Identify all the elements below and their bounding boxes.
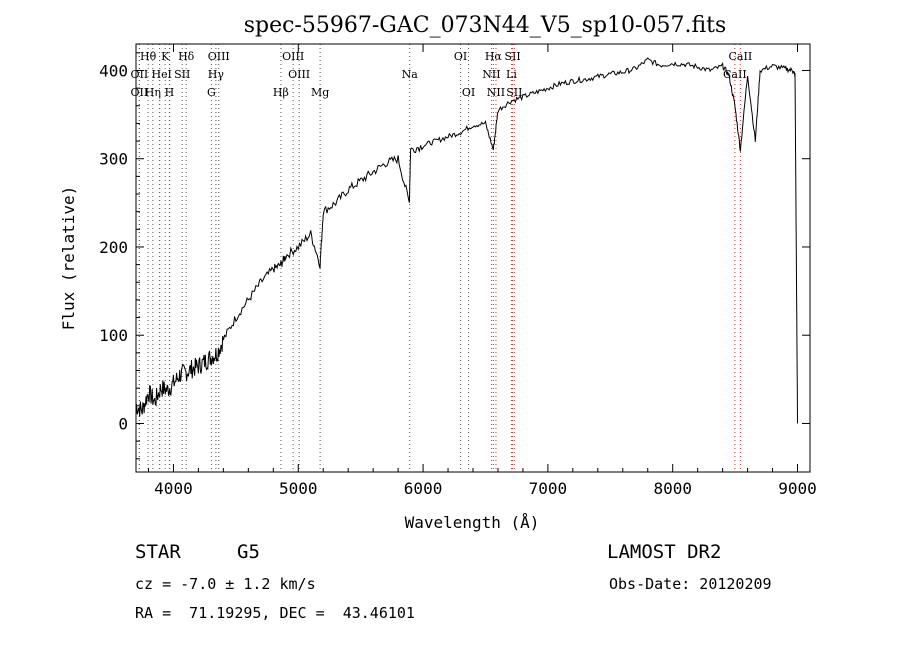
line-label: H xyxy=(165,86,175,99)
line-label: SII xyxy=(506,86,522,99)
line-label: CaII xyxy=(729,50,753,63)
line-label: Hθ xyxy=(140,50,157,63)
line-label: SII xyxy=(504,50,520,63)
y-tick-label: 400 xyxy=(99,61,128,80)
line-label: Hη xyxy=(145,86,161,99)
line-label: NII xyxy=(482,68,500,81)
y-axis-label: Flux (relative) xyxy=(59,186,78,331)
line-label: He xyxy=(152,68,168,81)
survey-name: LAMOST DR2 xyxy=(607,541,722,563)
line-label: I xyxy=(168,68,172,81)
redshift-text: cz = -7.0 ± 1.2 km/s xyxy=(135,575,316,593)
spectral-line-markers xyxy=(138,44,741,472)
line-label: G xyxy=(207,86,216,99)
plot-frame xyxy=(135,43,811,473)
line-label: Li xyxy=(506,68,517,81)
line-label: OIII xyxy=(282,50,304,63)
y-tick-label: 300 xyxy=(99,150,128,169)
line-label: Na xyxy=(402,68,419,81)
line-label: OII xyxy=(131,86,149,99)
x-tick-label: 8000 xyxy=(653,479,692,498)
line-label: OIII xyxy=(288,68,310,81)
line-label: CaII xyxy=(723,68,747,81)
line-label: Hδ xyxy=(178,50,195,63)
line-label: OIII xyxy=(208,50,230,63)
line-label: NII xyxy=(487,86,505,99)
object-class: STAR xyxy=(135,541,181,563)
x-tick-label: 6000 xyxy=(404,479,443,498)
x-tick-label: 7000 xyxy=(529,479,568,498)
x-axis-label: Wavelength (Å) xyxy=(405,513,540,532)
spectrum-line xyxy=(135,57,798,424)
line-label: SII xyxy=(174,68,190,81)
line-label: Mg xyxy=(311,86,329,99)
line-label: K xyxy=(161,50,170,63)
x-tick-label: 9000 xyxy=(778,479,817,498)
obs-date: Obs-Date: 20120209 xyxy=(609,575,772,593)
line-label: Hγ xyxy=(208,68,225,81)
y-tick-label: 0 xyxy=(118,414,128,433)
line-label: Hβ xyxy=(273,86,289,99)
y-tick-label: 100 xyxy=(99,326,128,345)
line-label: OII xyxy=(131,68,149,81)
chart-title: spec-55967-GAC_073N44_V5_sp10-057.fits xyxy=(244,13,727,38)
line-label: OI xyxy=(454,50,467,63)
line-label: Hα xyxy=(485,50,503,63)
x-tick-label: 4000 xyxy=(154,479,193,498)
y-tick-label: 200 xyxy=(99,238,128,257)
object-subclass: G5 xyxy=(237,541,260,563)
x-tick-label: 5000 xyxy=(279,479,318,498)
axis-ticks: 4000 5000 6000 7000 8000 9000 0 100 200 300 400 xyxy=(99,44,817,498)
line-label: OI xyxy=(462,86,475,99)
coordinates-text: RA = 71.19295, DEC = 43.46101 xyxy=(135,604,415,622)
